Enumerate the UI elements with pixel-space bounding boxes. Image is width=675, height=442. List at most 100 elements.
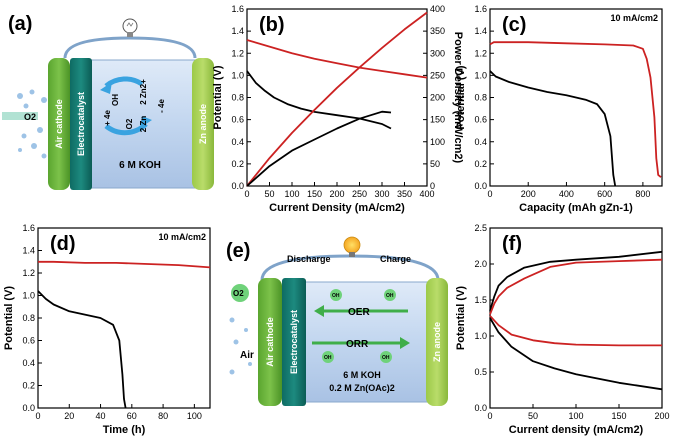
x-tick-label: 0 bbox=[35, 411, 40, 421]
y-tick-label: 0.2 bbox=[22, 381, 35, 391]
series-line-2 bbox=[37, 290, 127, 409]
y-tick-label: 1.6 bbox=[474, 4, 487, 14]
lightbulb-icon bbox=[122, 18, 138, 37]
y-tick-label: 0.5 bbox=[474, 367, 487, 377]
x-tick-label: 150 bbox=[307, 189, 322, 199]
y-right-axis-label: Power Density (mW/cm2) bbox=[452, 32, 464, 164]
o2-bubble: O2 bbox=[231, 284, 249, 302]
y-tick-label: 0.4 bbox=[22, 358, 35, 368]
x-tick-label: 100 bbox=[284, 189, 299, 199]
x-tick-label: 60 bbox=[127, 411, 137, 421]
x-tick-label: 350 bbox=[397, 189, 412, 199]
y-right-tick-label: 200 bbox=[430, 93, 445, 103]
oh-bubble-label: OH bbox=[382, 355, 390, 361]
y-tick-label: 1.4 bbox=[22, 246, 35, 256]
x-tick-label: 300 bbox=[374, 189, 389, 199]
oh-bubble: OH bbox=[380, 351, 392, 363]
x-tick-label: 100 bbox=[568, 411, 583, 421]
y-tick-label: 0.0 bbox=[231, 181, 244, 191]
discharge-label: Discharge bbox=[287, 254, 331, 264]
lightbulb-lit-icon bbox=[343, 236, 361, 257]
x-axis-label: Current density (mA/cm2) bbox=[509, 424, 644, 436]
reaction-cycle-icon bbox=[100, 76, 152, 136]
annotation-label: 10 mA/cm2 bbox=[158, 232, 206, 242]
oer-label: OER bbox=[348, 307, 370, 318]
y-tick-label: 0.6 bbox=[474, 115, 487, 125]
annotation-label: 10 mA/cm2 bbox=[610, 13, 658, 23]
y-right-tick-label: 400 bbox=[430, 4, 445, 14]
x-tick-label: 400 bbox=[419, 189, 434, 199]
y-tick-label: 0.2 bbox=[231, 159, 244, 169]
electrocatalyst-bar-e bbox=[282, 278, 306, 406]
panel-label: (b) bbox=[259, 14, 285, 36]
y-tick-label: 1.5 bbox=[474, 295, 487, 305]
series-line-1 bbox=[246, 39, 428, 79]
y-tick-label: 0.8 bbox=[474, 93, 487, 103]
wire bbox=[63, 36, 197, 59]
y-tick-label: 1.0 bbox=[474, 331, 487, 341]
y-tick-label: 1.2 bbox=[22, 268, 35, 278]
x-tick-label: 20 bbox=[64, 411, 74, 421]
y-axis-label: Potential (V) bbox=[455, 65, 467, 130]
air-cathode-bar bbox=[48, 58, 70, 190]
chart-c: 0 200 400 600 800 0.0 0.2 0.4 0.6 0.8 1.0 1.2 1.4 1.6… bbox=[455, 4, 663, 214]
oh-bubble: OH bbox=[322, 351, 334, 363]
electrolyte-label-e1: 6 M KOH bbox=[343, 370, 381, 380]
y-tick-label: 0.8 bbox=[231, 93, 244, 103]
x-tick-label: 0 bbox=[487, 189, 492, 199]
plot-frame bbox=[37, 227, 211, 409]
oh-label: OH bbox=[111, 94, 120, 106]
electrocatalyst-label: Electrocatalyst bbox=[76, 92, 86, 156]
y-tick-label: 0.0 bbox=[22, 403, 35, 413]
oh-bubble: OH bbox=[384, 289, 396, 301]
electrocatalyst-label-e: Electrocatalyst bbox=[289, 310, 299, 374]
x-tick-label: 50 bbox=[528, 411, 538, 421]
series-line-4 bbox=[489, 317, 663, 391]
x-tick-label: 800 bbox=[635, 189, 650, 199]
x-tick-label: 400 bbox=[559, 189, 574, 199]
y-tick-label: 2.5 bbox=[474, 223, 487, 233]
y-axis-label: Potential (V) bbox=[455, 286, 467, 351]
charge-label: Charge bbox=[380, 254, 411, 264]
o2-arrow bbox=[2, 112, 38, 120]
oh-bubble: OH bbox=[330, 289, 342, 301]
y-tick-label: 0.6 bbox=[22, 336, 35, 346]
y-tick-label: 1.4 bbox=[474, 26, 487, 36]
zn-anode-label: Zn anode bbox=[198, 104, 208, 144]
series-line-1 bbox=[489, 250, 663, 312]
x-tick-label: 0 bbox=[487, 411, 492, 421]
zn-anode-label-e: Zn anode bbox=[432, 322, 442, 362]
x-axis-label: Capacity (mAh gZn-1) bbox=[519, 202, 633, 214]
y-tick-label: 1.0 bbox=[22, 291, 35, 301]
panel-e-label: (e) bbox=[226, 240, 250, 262]
oh-bubble-label: OH bbox=[332, 293, 340, 299]
oh-bubble-label: OH bbox=[386, 293, 394, 299]
zn-bottom-label: 2 Zn bbox=[139, 116, 148, 133]
panel-e: (e) Discharge Charge Air cathode Electro… bbox=[226, 236, 448, 406]
series-line-2 bbox=[489, 70, 617, 187]
y-right-tick-label: 100 bbox=[430, 137, 445, 147]
y-right-tick-label: 50 bbox=[430, 159, 440, 169]
y-tick-label: 1.2 bbox=[231, 48, 244, 58]
zn2-top-label: 2 Zn2+ bbox=[139, 79, 148, 105]
series-line-2 bbox=[489, 258, 663, 315]
series-line-2 bbox=[246, 70, 392, 130]
y-right-tick-label: 250 bbox=[430, 70, 445, 80]
y-tick-label: 0.2 bbox=[474, 159, 487, 169]
x-tick-label: 200 bbox=[521, 189, 536, 199]
panel-label: (c) bbox=[502, 14, 526, 36]
series-line-3 bbox=[246, 11, 428, 187]
y-tick-label: 1.2 bbox=[474, 48, 487, 58]
y-tick-label: 0.8 bbox=[22, 313, 35, 323]
x-tick-label: 600 bbox=[597, 189, 612, 199]
y-tick-label: 1.0 bbox=[474, 70, 487, 80]
panel-a-label: (a) bbox=[8, 13, 32, 35]
o2-inner-label: O2 bbox=[125, 118, 134, 129]
y-tick-label: 0.6 bbox=[231, 115, 244, 125]
series-line-1 bbox=[38, 260, 211, 269]
x-tick-label: 150 bbox=[611, 411, 626, 421]
orr-label: ORR bbox=[346, 339, 369, 350]
y-tick-label: 0.0 bbox=[474, 403, 487, 413]
o2-label-e: O2 bbox=[233, 289, 244, 298]
